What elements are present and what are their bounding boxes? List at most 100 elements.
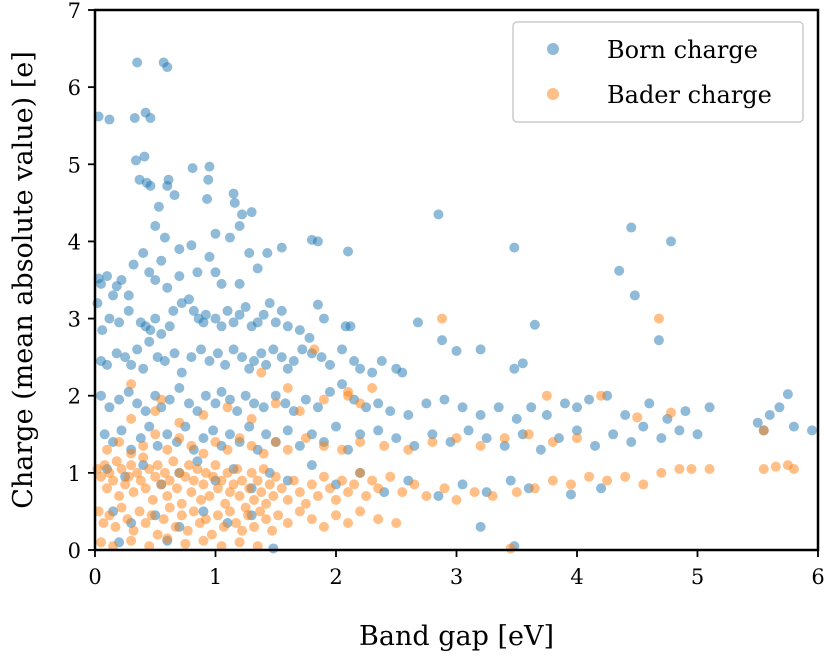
born-charge-point	[192, 267, 203, 278]
bader-charge-point	[224, 487, 235, 498]
born-charge-point	[144, 267, 155, 278]
born-charge-point	[385, 406, 396, 417]
bader-charge-point	[270, 471, 281, 482]
born-charge-point	[228, 317, 239, 328]
born-charge-point	[174, 271, 185, 282]
born-charge-point	[261, 359, 272, 370]
bader-charge-point	[222, 467, 233, 478]
born-charge-point	[294, 325, 305, 336]
born-charge-point	[782, 389, 793, 400]
born-charge-point	[198, 317, 209, 328]
born-charge-point	[156, 255, 167, 266]
born-charge-point	[139, 151, 150, 162]
bader-charge-point	[114, 437, 125, 447]
born-charge-point	[162, 180, 173, 191]
bader-charge-point	[391, 518, 402, 528]
born-charge-point	[337, 379, 348, 390]
bader-charge-point	[355, 467, 366, 478]
born-charge-point	[704, 402, 715, 413]
x-tick-label: 3	[450, 565, 463, 589]
born-charge-point	[229, 197, 240, 208]
born-charge-point	[373, 398, 384, 409]
bader-charge-point	[152, 529, 163, 540]
bader-charge-point	[240, 502, 251, 513]
bader-charge-point	[451, 433, 462, 444]
bader-charge-point	[343, 518, 354, 528]
born-charge-point	[297, 344, 308, 355]
bader-charge-point	[128, 525, 139, 536]
born-charge-point	[228, 344, 239, 355]
bader-charge-point	[126, 535, 137, 546]
born-charge-point	[312, 236, 323, 247]
bader-charge-point	[385, 471, 396, 482]
born-charge-point	[145, 325, 156, 336]
born-charge-point	[96, 390, 107, 401]
bader-charge-point	[306, 514, 317, 525]
born-charge-point	[138, 363, 149, 374]
bader-charge-point	[218, 521, 229, 532]
born-charge-point	[620, 410, 631, 420]
bader-charge-point	[584, 471, 595, 482]
born-charge-point	[208, 425, 219, 436]
born-charge-point	[188, 305, 199, 316]
born-charge-point	[337, 344, 348, 355]
bader-charge-point	[349, 479, 360, 490]
born-charge-point	[162, 429, 173, 440]
bader-charge-point	[183, 460, 194, 471]
x-tick-label: 5	[691, 565, 704, 589]
born-charge-point	[176, 367, 187, 378]
bader-charge-point	[158, 514, 169, 525]
born-charge-point	[475, 521, 486, 532]
born-charge-point	[427, 429, 438, 440]
bader-charge-point	[212, 510, 223, 521]
bader-charge-point	[224, 506, 235, 517]
bader-charge-point	[186, 487, 197, 498]
born-charge-point	[210, 228, 221, 239]
bader-charge-point	[170, 521, 181, 532]
born-charge-point	[234, 278, 245, 289]
born-charge-point	[614, 265, 625, 276]
born-charge-point	[132, 57, 143, 68]
born-charge-point	[349, 356, 360, 366]
born-charge-point	[204, 356, 215, 366]
legend: Born charge Bader charge	[512, 21, 804, 123]
bader-charge-point	[300, 498, 311, 509]
born-charge-point	[526, 402, 537, 413]
born-charge-point	[262, 248, 273, 258]
born-charge-point	[268, 344, 279, 355]
born-charge-point	[355, 429, 366, 440]
bader-charge-point	[439, 483, 450, 494]
bader-charge-point	[547, 437, 558, 447]
bader-charge-point	[162, 491, 173, 501]
born-charge-point	[210, 398, 221, 409]
born-charge-point	[280, 398, 291, 409]
born-charge-point	[331, 421, 341, 432]
bader-charge-point	[171, 483, 182, 494]
born-charge-point	[511, 413, 522, 424]
bader-charge-point	[234, 491, 245, 501]
born-charge-point	[421, 398, 432, 409]
y-axis-label: Charge (mean absolute value) [e]	[8, 51, 39, 509]
bader-charge-point	[331, 494, 341, 505]
bader-charge-point	[244, 483, 255, 494]
bader-charge-point	[343, 487, 354, 498]
bader-charge-point	[144, 464, 155, 474]
born-charge-point	[294, 440, 305, 451]
bader-charge-point	[309, 344, 320, 355]
born-charge-point	[216, 321, 227, 332]
born-charge-point	[282, 363, 293, 374]
bader-charge-point	[547, 475, 558, 486]
bader-charge-point	[268, 491, 279, 501]
bader-charge-point	[230, 518, 241, 528]
bader-charge-point	[312, 491, 323, 501]
born-charge-point	[270, 317, 281, 328]
bader-charge-point	[114, 491, 125, 501]
bader-charge-point	[126, 448, 137, 459]
bader-charge-point	[104, 510, 115, 521]
born-charge-point	[584, 394, 595, 405]
born-charge-point	[644, 398, 655, 409]
born-charge-point	[144, 421, 155, 432]
born-charge-point	[130, 155, 141, 166]
bader-charge-point	[134, 506, 145, 517]
bader-charge-point	[306, 479, 317, 490]
